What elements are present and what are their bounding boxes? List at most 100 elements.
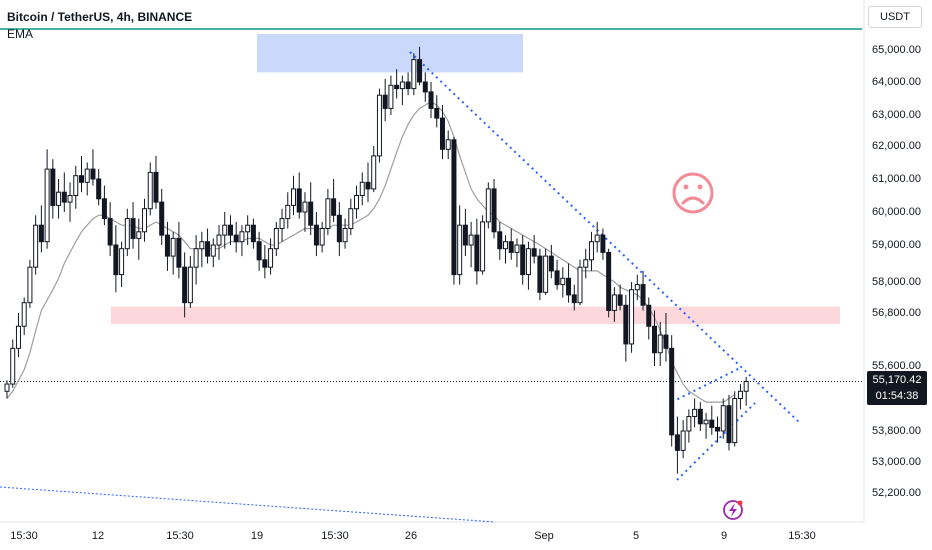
- candle-body: [634, 284, 640, 291]
- candle-body: [428, 91, 434, 109]
- supply-zone: [257, 34, 523, 73]
- candle-body: [291, 188, 296, 206]
- lower-trendline: [0, 486, 496, 523]
- candle-body: [313, 224, 319, 246]
- candle-body: [606, 251, 612, 311]
- x-tick-label: 15:30: [321, 530, 349, 542]
- candle-body: [445, 139, 451, 150]
- candle-body: [359, 181, 365, 197]
- candle-body: [674, 434, 680, 451]
- bar-countdown: 01:54:38: [875, 390, 919, 402]
- x-tick-label: 5: [632, 530, 640, 542]
- x-tick-label: 26: [404, 530, 418, 542]
- candle-body: [485, 188, 491, 223]
- candle-body: [629, 289, 635, 345]
- candle-body: [371, 155, 377, 190]
- x-tick-label: 15:30: [166, 530, 194, 542]
- candle-body: [130, 218, 136, 239]
- candle-body: [285, 204, 291, 220]
- candle-body: [153, 171, 159, 203]
- y-tick-label: 55,600.00: [872, 360, 921, 372]
- candle-body: [84, 168, 90, 183]
- candle-body: [508, 241, 514, 253]
- candle-body: [554, 270, 560, 286]
- candle-body: [640, 284, 646, 306]
- candle-body: [262, 259, 268, 268]
- candle-body: [611, 294, 617, 311]
- candle-body: [566, 277, 572, 296]
- candle-body: [142, 208, 148, 233]
- candle-body: [491, 188, 497, 233]
- candle-body: [709, 419, 715, 428]
- candle-body: [245, 224, 251, 233]
- channel-upper-line: [671, 367, 741, 403]
- candle-body: [543, 255, 549, 293]
- candle-body: [737, 390, 743, 399]
- candle-body: [193, 248, 199, 268]
- candle-body: [503, 241, 509, 250]
- candle-body: [325, 198, 331, 230]
- candle-body: [319, 228, 325, 246]
- candle-body: [348, 208, 354, 229]
- y-tick-label: 58,000.00: [872, 276, 921, 288]
- currency-selector[interactable]: USDT: [868, 6, 922, 28]
- candle-body: [279, 218, 285, 230]
- x-tick-label: 19: [250, 530, 264, 542]
- candle-body: [537, 255, 543, 293]
- candle-body: [657, 334, 663, 354]
- candle-body: [497, 231, 503, 250]
- candle-body: [331, 198, 337, 216]
- candle-body: [525, 248, 531, 276]
- ema-indicator-label[interactable]: EMA: [7, 27, 34, 41]
- y-tick-label: 60,000.00: [872, 206, 921, 218]
- symbol-title[interactable]: Bitcoin / TetherUS, 4h, BINANCE: [7, 10, 193, 24]
- candle-body: [514, 244, 520, 253]
- candle-body: [434, 107, 440, 119]
- candle-body: [239, 231, 245, 243]
- candle-body: [273, 228, 279, 250]
- x-tick-label: Sep: [534, 530, 554, 542]
- x-tick-label: 15:30: [788, 530, 816, 542]
- candle-body: [182, 266, 188, 304]
- candle-body: [90, 168, 96, 180]
- x-tick-label: 9: [720, 530, 728, 542]
- y-tick-label: 64,000.00: [872, 76, 921, 88]
- candle-body: [107, 218, 113, 246]
- candle-body: [342, 228, 348, 243]
- candle-body: [411, 59, 417, 90]
- candle-body: [73, 175, 79, 196]
- candle-body: [451, 139, 457, 276]
- candle-body: [382, 94, 388, 109]
- y-tick-label: 61,000.00: [872, 173, 921, 185]
- last-price-tag: 55,170.42 01:54:38: [867, 371, 927, 405]
- candle-body: [692, 408, 698, 418]
- candle-body: [124, 218, 130, 250]
- candle-body: [680, 430, 686, 451]
- candle-body: [594, 234, 600, 243]
- candle-body: [21, 302, 27, 327]
- candle-body: [296, 188, 302, 213]
- candle-body: [27, 266, 33, 304]
- candle-body: [250, 224, 256, 243]
- candle-body: [101, 198, 107, 220]
- candle-body: [78, 175, 84, 183]
- candle-body: [743, 381, 749, 392]
- candle-body: [302, 201, 308, 213]
- candle-body: [715, 426, 721, 432]
- candle-body: [96, 178, 102, 200]
- y-tick-label: 56,800.00: [872, 307, 921, 319]
- candle-body: [4, 383, 10, 392]
- lightning-logo-icon[interactable]: [723, 500, 743, 520]
- candle-body: [588, 241, 594, 261]
- candle-body: [56, 191, 62, 206]
- candle-body: [399, 81, 405, 90]
- candle-body: [50, 168, 56, 206]
- candle-body: [474, 234, 480, 272]
- candle-body: [233, 234, 239, 243]
- candle-body: [187, 266, 193, 304]
- candle-body: [176, 237, 182, 268]
- candle-body: [697, 408, 703, 425]
- candle-body: [336, 214, 342, 243]
- candle-body: [651, 325, 657, 354]
